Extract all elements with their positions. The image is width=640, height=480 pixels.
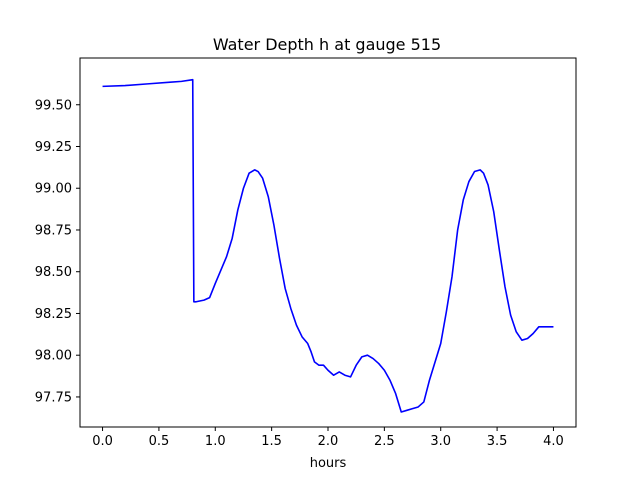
x-tick-label: 4.0: [543, 434, 564, 449]
x-tick-label: 1.0: [205, 434, 226, 449]
x-tick-label: 3.5: [487, 434, 508, 449]
y-tick-label: 98.75: [35, 223, 72, 238]
y-axis: 97.75 98.00 98.25 98.50 98.75 99.00 99.25 99.50: [35, 98, 80, 405]
y-tick-label: 98.00: [35, 349, 72, 364]
chart-title: Water Depth h at gauge 515: [213, 35, 441, 54]
series-line: [102, 78, 554, 413]
y-tick-label: 99.00: [35, 182, 72, 197]
y-tick-label: 97.75: [35, 390, 72, 405]
x-tick-label: 2.0: [318, 434, 339, 449]
y-tick-label: 98.25: [35, 307, 72, 322]
y-tick-label: 99.50: [35, 98, 72, 113]
y-tick-label: 98.50: [35, 265, 72, 280]
x-tick-label: 3.0: [430, 434, 451, 449]
y-tick-label: 99.25: [35, 140, 72, 155]
x-tick-label: 1.5: [261, 434, 282, 449]
x-axis-label: hours: [310, 456, 347, 471]
x-tick-label: 2.5: [374, 434, 395, 449]
x-tick-label: 0.0: [92, 434, 113, 449]
x-tick-label: 0.5: [149, 434, 170, 449]
plot-frame: [79, 57, 577, 428]
series-layer: [102, 78, 554, 413]
x-axis: 0.0 0.5 1.0 1.5 2.0 2.5 3.0 3.5 4.0: [92, 427, 564, 449]
